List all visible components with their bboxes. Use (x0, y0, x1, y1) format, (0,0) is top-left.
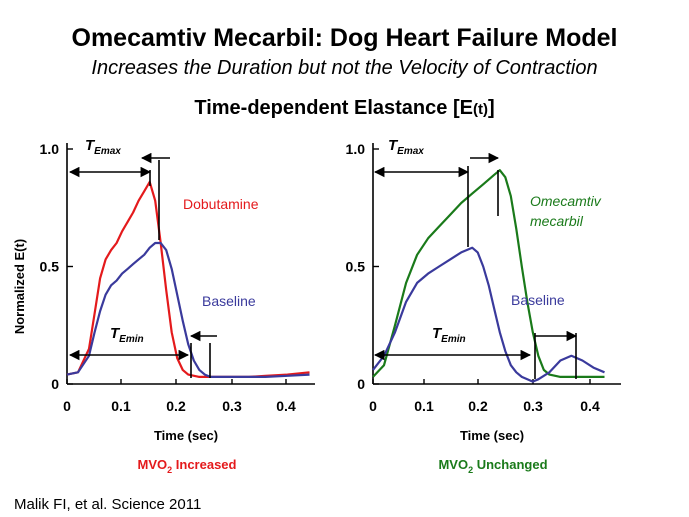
series-label: Omecamtiv (530, 193, 602, 209)
tmin-label-0: TEmin (110, 325, 144, 345)
x-tick-label: 0.4 (580, 398, 600, 414)
series-label: Baseline (511, 292, 565, 308)
x-axis-label: Time (sec) (154, 428, 218, 443)
footer-text-end: Unchanged (473, 457, 547, 472)
footer-text: MVO (438, 457, 468, 472)
section-title: Time-dependent Elastance [E(t)] (0, 97, 689, 120)
tmin-label-1-main: T (432, 325, 443, 342)
tmin-label-0-sub: Emin (119, 334, 143, 345)
y-tick-label: 1.0 (346, 141, 366, 157)
y-tick-label: 0.5 (346, 259, 366, 275)
page-subtitle: Increases the Duration but not the Veloc… (91, 57, 598, 79)
y-tick-label: 0 (357, 376, 365, 392)
footer-label-1: MVO2 Unchanged (438, 457, 547, 475)
section-title-sub: (t) (472, 101, 488, 118)
tmax-label-0-main: T (85, 137, 96, 154)
series-line-1 (372, 246, 605, 383)
x-tick-label: 0.1 (111, 398, 131, 414)
section-title-main: Time-dependent Elastance [E (194, 97, 473, 119)
footer-text-end: Increased (172, 457, 236, 472)
series-label: Dobutamine (183, 196, 259, 212)
x-tick-label: 0 (369, 398, 377, 414)
y-tick-label: 1.0 (40, 141, 60, 157)
x-tick-label: 0 (63, 398, 71, 414)
tmax-label-1-sub: Emax (397, 146, 424, 157)
x-tick-label: 0.1 (414, 398, 434, 414)
footer-subscript: 2 (167, 465, 172, 475)
x-tick-label: 0.4 (276, 398, 296, 414)
tmax-label-1: TEmax (388, 137, 424, 157)
x-tick-label: 0.2 (468, 398, 488, 414)
x-axis-label: Time (sec) (460, 428, 524, 443)
series-line-1 (66, 241, 310, 378)
tmin-label-1: TEmin (432, 325, 466, 345)
footer-text: MVO (138, 457, 168, 472)
tmin-label-1-sub: Emin (441, 334, 465, 345)
footer-label-0: MVO2 Increased (138, 457, 237, 475)
x-tick-label: 0.3 (222, 398, 242, 414)
page-title: Omecamtiv Mecarbil: Dog Heart Failure Mo… (71, 24, 618, 52)
series-line-0 (372, 169, 605, 378)
series-label: Baseline (202, 293, 256, 309)
x-tick-label: 0.2 (166, 398, 186, 414)
y-axis-label: Normalized E(t) (12, 239, 27, 334)
series-label: mecarbil (530, 213, 584, 229)
x-tick-label: 0.3 (523, 398, 543, 414)
tmax-label-1-main: T (388, 137, 399, 154)
tmax-label-0: TEmax (85, 137, 121, 157)
citation: Malik FI, et al. Science 2011 (14, 496, 202, 513)
tmin-label-0-main: T (110, 325, 121, 342)
footer-subscript: 2 (468, 465, 473, 475)
y-tick-label: 0 (51, 376, 59, 392)
y-tick-label: 0.5 (40, 259, 60, 275)
tmax-label-0-sub: Emax (94, 146, 121, 157)
section-title-end: ] (487, 97, 495, 119)
